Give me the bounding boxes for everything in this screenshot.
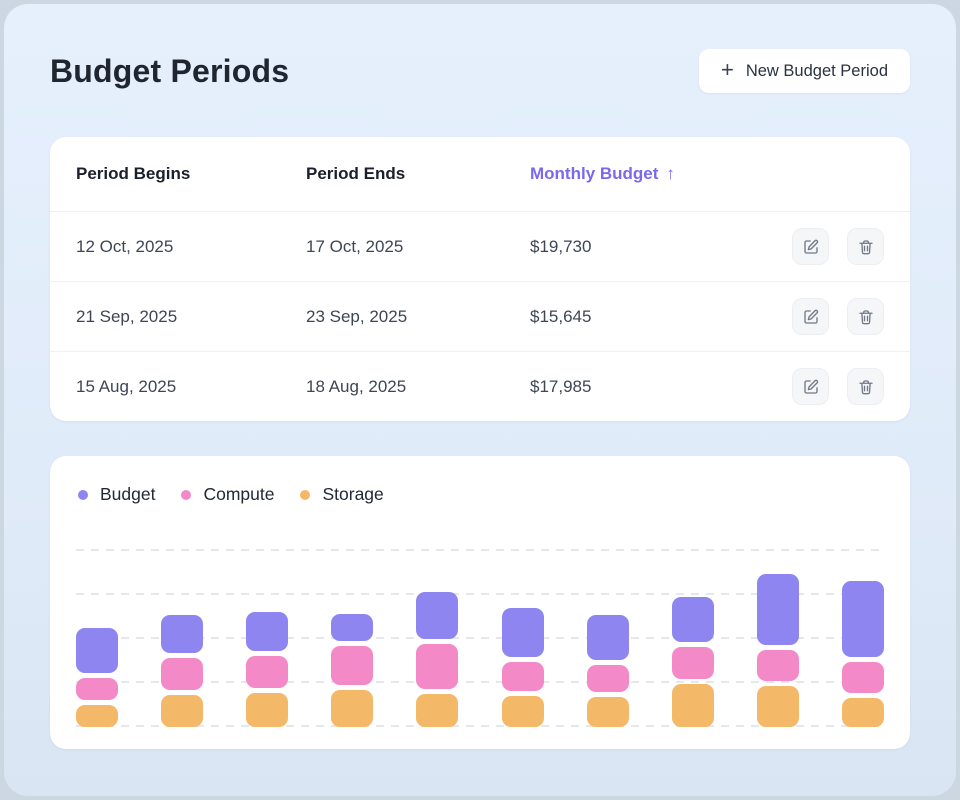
bar-segment-storage — [841, 698, 884, 727]
sort-ascending-icon: ↑ — [666, 164, 675, 183]
bar-segment-compute — [76, 678, 118, 700]
row-actions — [792, 228, 884, 265]
table-header-row: Period Begins Period Ends Monthly Budget… — [50, 137, 910, 211]
row-actions — [792, 368, 884, 405]
app-container: Budget Periods + New Budget Period Perio… — [4, 4, 956, 796]
cell-period-begins: 21 Sep, 2025 — [76, 306, 178, 326]
bar-2 — [161, 615, 204, 727]
bar-8 — [671, 597, 714, 727]
edit-pencil-icon — [802, 378, 820, 396]
cell-period-ends: 18 Aug, 2025 — [306, 376, 407, 396]
edit-button[interactable] — [792, 228, 829, 265]
budget-periods-table: Period Begins Period Ends Monthly Budget… — [50, 137, 910, 421]
legend-dot-icon — [78, 489, 88, 500]
gridline — [76, 593, 884, 595]
bar-7 — [586, 615, 629, 727]
gridline — [76, 549, 884, 551]
bar-segment-budget — [331, 614, 374, 641]
bar-4 — [331, 614, 374, 727]
cell-period-begins: 12 Oct, 2025 — [76, 236, 174, 256]
bar-segment-budget — [416, 592, 459, 639]
legend-item-compute: Compute — [181, 484, 274, 505]
bars-row — [76, 527, 884, 727]
bar-segment-storage — [416, 694, 459, 727]
bar-segment-budget — [756, 574, 799, 645]
chart-legend: Budget Compute Storage — [76, 456, 884, 505]
bar-segment-compute — [416, 644, 459, 689]
column-header-monthly-budget[interactable]: Monthly Budget ↑ — [530, 164, 792, 184]
bar-segment-compute — [841, 662, 884, 693]
row-actions — [792, 298, 884, 335]
bar-segment-budget — [671, 597, 714, 642]
trash-icon — [857, 308, 875, 326]
bar-segment-compute — [671, 647, 714, 679]
table-row: 12 Oct, 2025 17 Oct, 2025 $19,730 — [50, 211, 910, 281]
legend-item-storage: Storage — [300, 484, 384, 505]
bar-segment-compute — [501, 662, 544, 691]
bar-1 — [76, 628, 118, 727]
delete-button[interactable] — [847, 368, 884, 405]
legend-dot-icon — [300, 489, 311, 500]
column-header-monthly-budget-label: Monthly Budget — [530, 164, 659, 183]
bar-segment-storage — [671, 684, 714, 727]
cell-period-ends: 23 Sep, 2025 — [306, 306, 408, 326]
bar-segment-storage — [331, 690, 374, 727]
bar-5 — [416, 592, 459, 727]
bar-segment-compute — [586, 665, 629, 692]
bar-segment-budget — [246, 612, 289, 651]
bar-segment-budget — [841, 581, 884, 657]
bar-segment-compute — [161, 658, 204, 690]
bar-segment-storage — [756, 686, 799, 727]
bar-segment-storage — [76, 705, 118, 727]
bar-9 — [756, 574, 799, 727]
legend-label: Budget — [100, 484, 156, 504]
bar-segment-compute — [756, 650, 799, 681]
cell-period-ends: 17 Oct, 2025 — [306, 236, 404, 256]
legend-item-budget: Budget — [78, 484, 155, 505]
bar-segment-compute — [331, 646, 374, 685]
bar-segment-storage — [246, 693, 289, 727]
edit-button[interactable] — [792, 368, 829, 405]
edit-pencil-icon — [802, 238, 820, 256]
bar-segment-budget — [161, 615, 204, 653]
bar-segment-budget — [586, 615, 629, 660]
table-row: 15 Aug, 2025 18 Aug, 2025 $17,985 — [50, 351, 910, 421]
budget-chart-card: Budget Compute Storage — [50, 456, 910, 749]
bar-segment-storage — [161, 695, 204, 727]
bar-10 — [841, 581, 884, 727]
delete-button[interactable] — [847, 228, 884, 265]
bar-segment-storage — [586, 697, 629, 727]
bar-segment-compute — [246, 656, 289, 688]
table-row: 21 Sep, 2025 23 Sep, 2025 $15,645 — [50, 281, 910, 351]
cell-monthly-budget: $17,985 — [530, 376, 592, 396]
column-header-period-begins[interactable]: Period Begins — [76, 164, 191, 183]
page-title: Budget Periods — [50, 52, 290, 89]
trash-icon — [857, 378, 875, 396]
column-header-period-ends[interactable]: Period Ends — [306, 164, 406, 183]
cell-monthly-budget: $19,730 — [530, 236, 592, 256]
page-header: Budget Periods + New Budget Period — [50, 48, 910, 94]
legend-dot-icon — [181, 489, 192, 500]
bar-segment-storage — [501, 696, 544, 727]
new-budget-period-label: New Budget Period — [745, 61, 888, 80]
gridline — [76, 637, 884, 639]
cell-monthly-budget: $15,645 — [530, 306, 592, 326]
cell-period-begins: 15 Aug, 2025 — [76, 376, 177, 396]
edit-pencil-icon — [802, 308, 820, 326]
legend-label: Compute — [203, 484, 275, 504]
trash-icon — [857, 238, 875, 256]
plus-icon: + — [720, 57, 734, 82]
bar-segment-budget — [501, 608, 544, 657]
new-budget-period-button[interactable]: + New Budget Period — [698, 49, 910, 93]
legend-label: Storage — [322, 484, 384, 504]
edit-button[interactable] — [792, 298, 829, 335]
bar-6 — [501, 608, 544, 727]
gridline — [76, 681, 884, 683]
bar-3 — [246, 612, 289, 727]
delete-button[interactable] — [847, 298, 884, 335]
stacked-bar-chart — [76, 527, 884, 727]
bar-segment-budget — [76, 628, 118, 673]
gridline — [76, 725, 884, 727]
